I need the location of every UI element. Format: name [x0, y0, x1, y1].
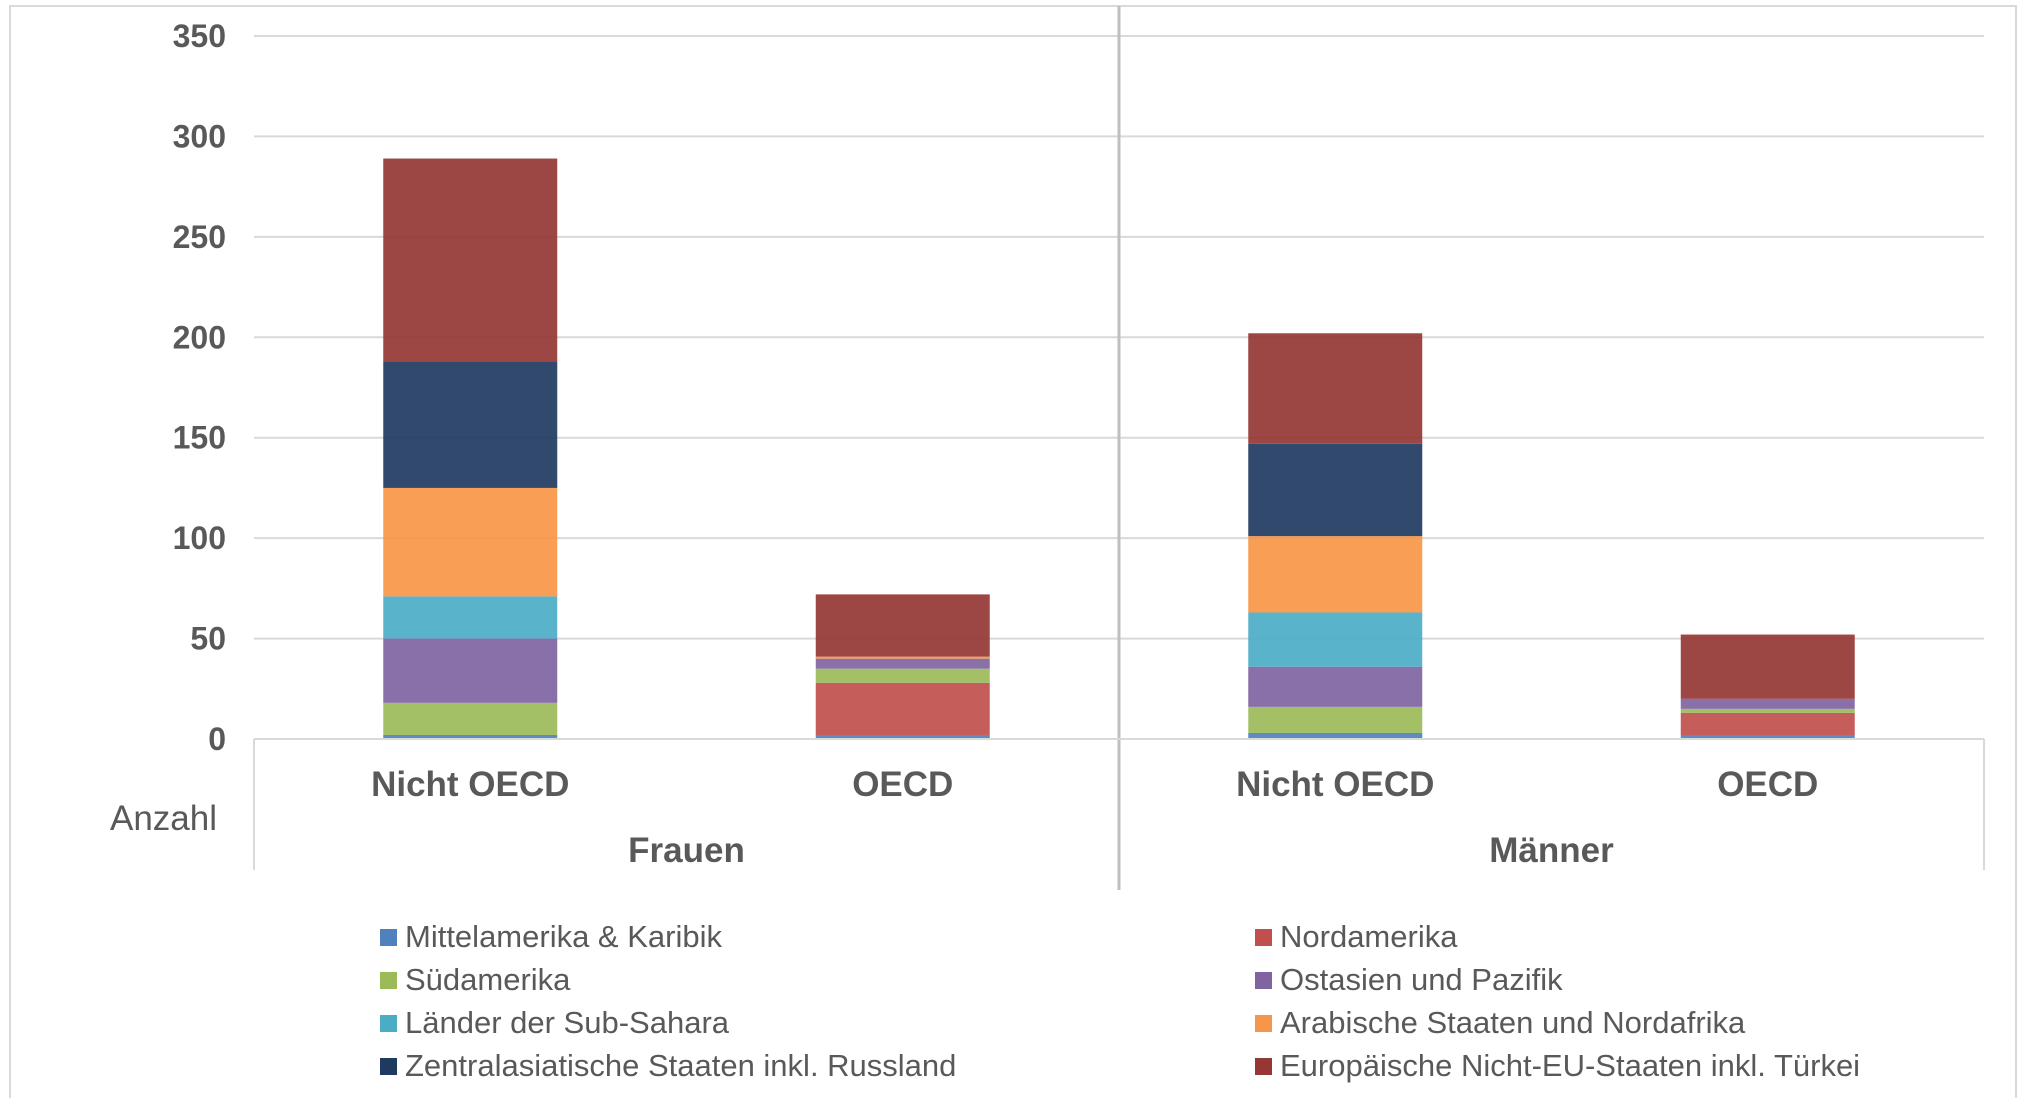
- y-tick-label: 300: [173, 118, 226, 154]
- bar-segment: [383, 487, 558, 597]
- bar-segment: [383, 596, 558, 639]
- bar-segment: [815, 668, 990, 683]
- axes: [253, 6, 1985, 890]
- bar-segment: [383, 638, 558, 703]
- bar-segment: [815, 658, 990, 669]
- group-label: Männer: [1489, 831, 1614, 870]
- legend-label: Europäische Nicht-EU-Staaten inkl. Türke…: [1280, 1048, 1860, 1083]
- category-label: OECD: [852, 765, 953, 804]
- legend-label: Ostasien und Pazifik: [1280, 962, 1563, 997]
- legend-label: Länder der Sub-Sahara: [405, 1005, 730, 1040]
- bar-segment: [1680, 698, 1855, 709]
- y-tick-label: 200: [173, 319, 226, 355]
- legend-label: Arabische Staaten und Nordafrika: [1280, 1005, 1746, 1040]
- y-tick-label: 0: [208, 721, 226, 757]
- y-axis-label: Anzahl: [110, 799, 217, 838]
- legend-swatch: [1255, 1058, 1272, 1075]
- bar-segment: [1248, 612, 1423, 667]
- category-label: OECD: [1717, 765, 1818, 804]
- y-tick-label: 50: [190, 621, 226, 657]
- bar-segment: [815, 656, 990, 659]
- bar-segment: [1680, 708, 1855, 713]
- legend-label: Mittelamerika & Karibik: [405, 919, 722, 954]
- legend-swatch: [380, 1058, 397, 1075]
- bar-segment: [815, 594, 990, 657]
- legend-swatch: [1255, 972, 1272, 989]
- legend: Mittelamerika & Karibik Nordamerika Südame…: [380, 919, 1860, 1083]
- y-tick-label: 150: [173, 420, 226, 456]
- bar-segment: [1680, 634, 1855, 699]
- legend-label: Südamerika: [405, 962, 571, 997]
- y-tick-label: 250: [173, 219, 226, 255]
- bar-segment: [1248, 732, 1423, 739]
- bar-segment: [815, 734, 990, 739]
- bar-segment: [383, 361, 558, 488]
- legend-swatch: [380, 972, 397, 989]
- category-label: Nicht OECD: [371, 765, 569, 804]
- bar-segment: [1248, 536, 1423, 613]
- group-label: Frauen: [628, 831, 745, 870]
- legend-swatch: [1255, 1015, 1272, 1032]
- bar-segment: [1248, 706, 1423, 733]
- category-label: Nicht OECD: [1236, 765, 1434, 804]
- bar-segment: [383, 158, 558, 362]
- bar-segment: [815, 682, 990, 735]
- bar-segment: [1248, 443, 1423, 537]
- bar-segment: [383, 702, 558, 735]
- y-tick-label: 350: [173, 18, 226, 54]
- y-tick-label: 100: [173, 520, 226, 556]
- legend-swatch: [1255, 929, 1272, 946]
- legend-swatch: [380, 929, 397, 946]
- legend-label: Zentralasiatische Staaten inkl. Russland: [405, 1048, 956, 1083]
- bar-segment: [1680, 734, 1855, 739]
- chart-border: [9, 5, 2017, 1098]
- bars: [383, 158, 1855, 739]
- legend-label: Nordamerika: [1280, 919, 1458, 954]
- bar-segment: [1248, 666, 1423, 707]
- bar-segment: [1248, 333, 1423, 444]
- axis-labels: 0 50 100 150 200 250 300 350 Nicht OECD OECD Nicht…: [173, 18, 1819, 870]
- bar-segment: [383, 734, 558, 739]
- bar-segment: [1680, 712, 1855, 735]
- legend-swatch: [380, 1015, 397, 1032]
